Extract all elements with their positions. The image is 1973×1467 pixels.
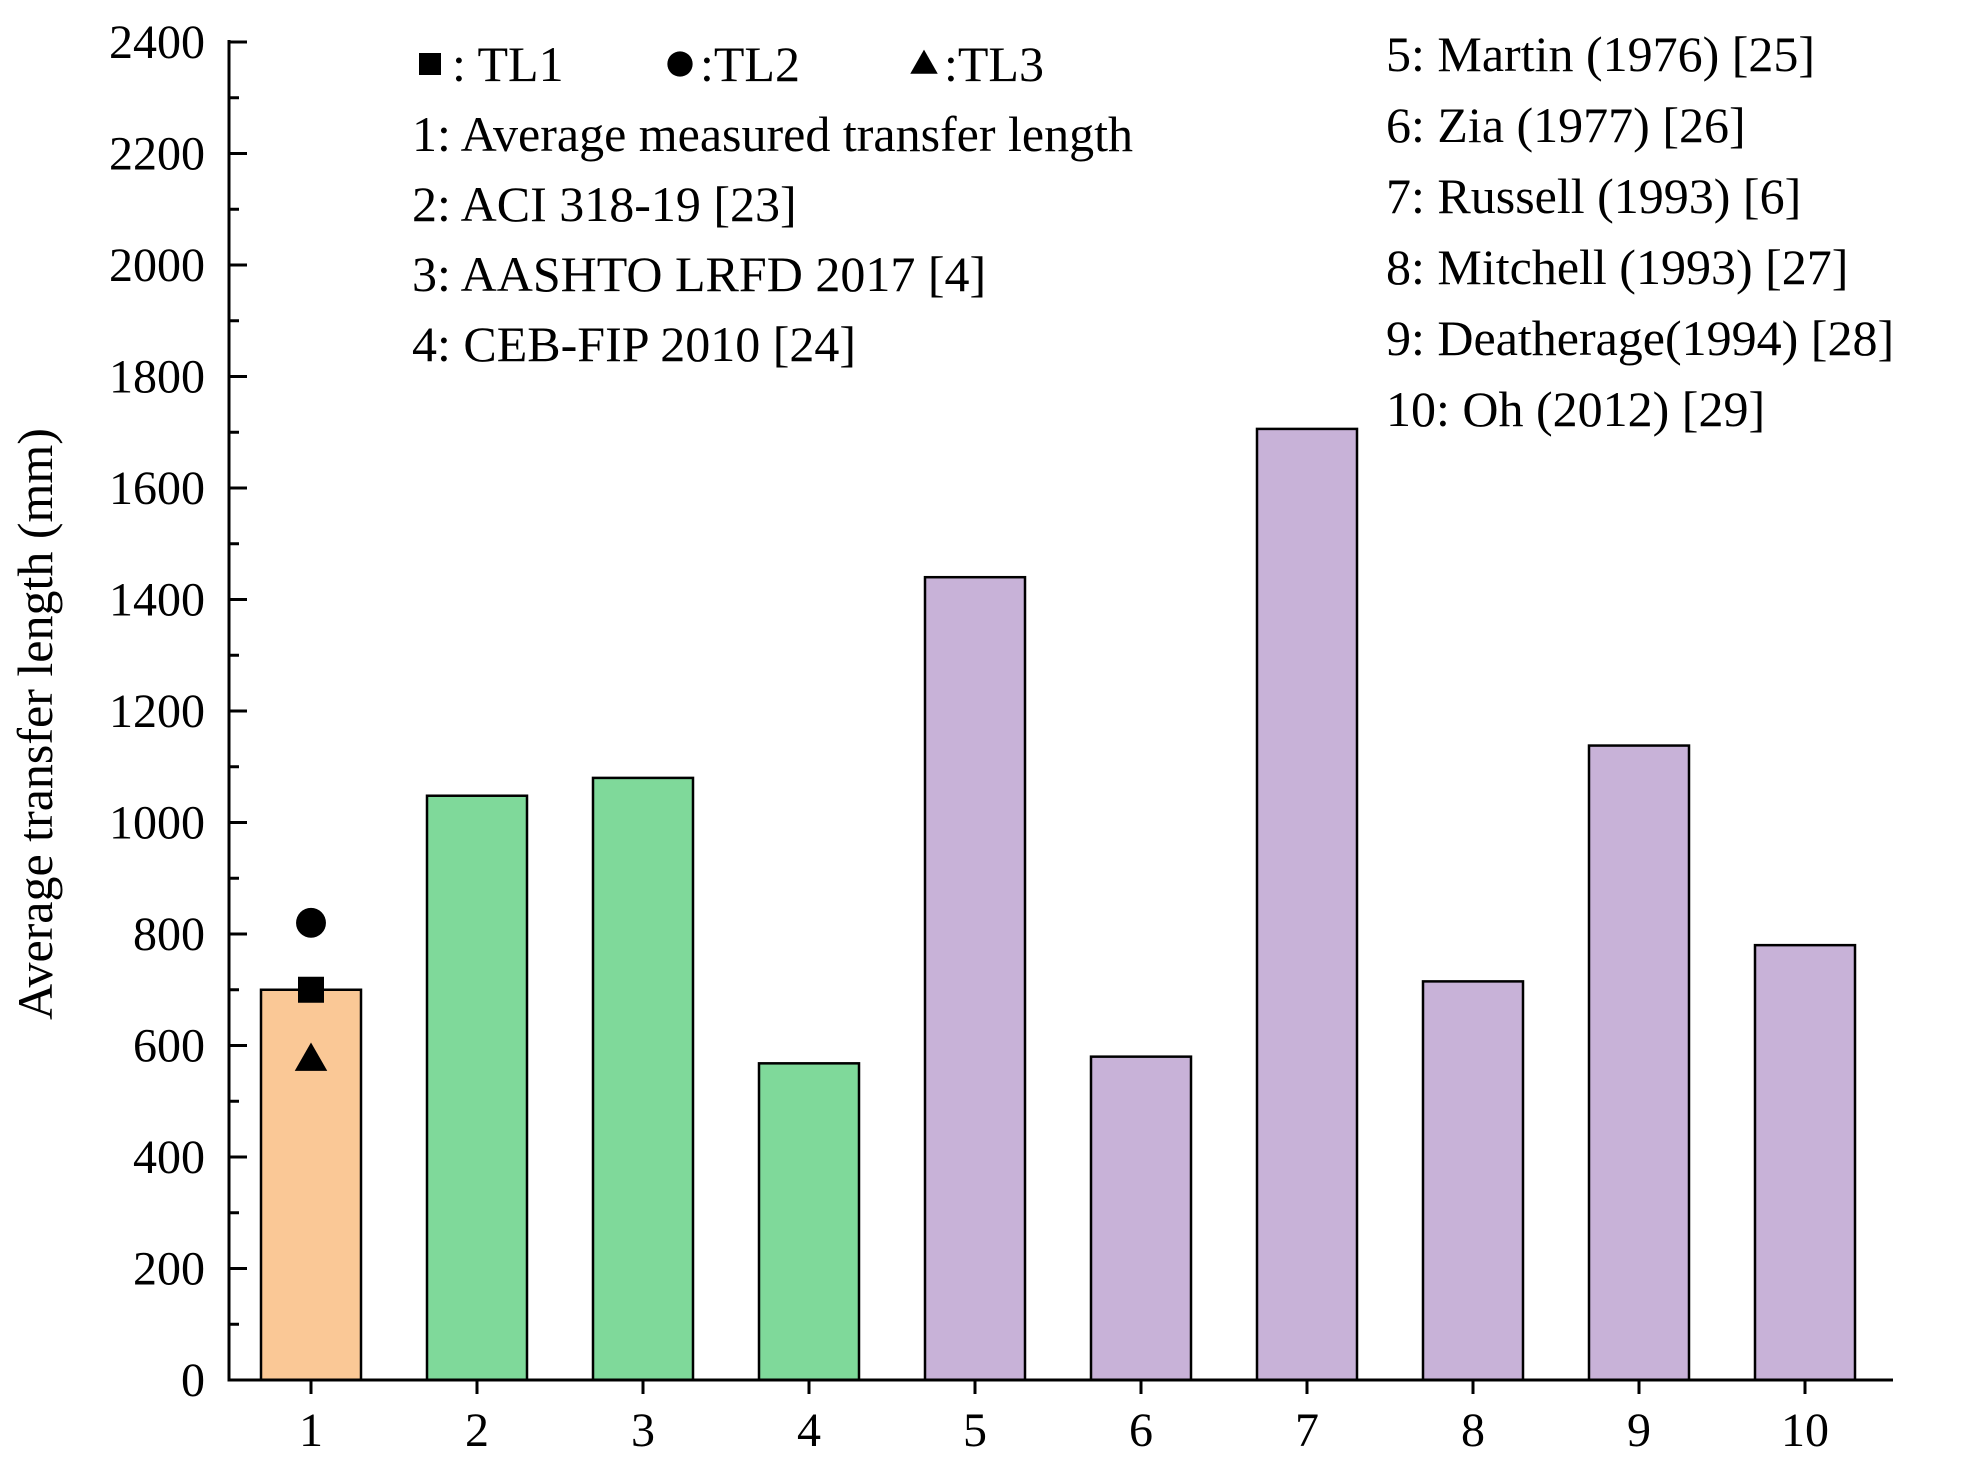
annotation-right-3: 7: Russell (1993) [6] xyxy=(1386,168,1801,224)
x-tick-label-1: 1 xyxy=(299,1404,323,1457)
y-axis-title: Average transfer length (mm) xyxy=(7,428,63,1020)
y-tick-label-1800: 1800 xyxy=(109,351,205,404)
y-tick-label-2200: 2200 xyxy=(109,128,205,181)
x-tick-label-9: 9 xyxy=(1627,1404,1651,1457)
x-tick-label-4: 4 xyxy=(797,1404,821,1457)
point-tl2 xyxy=(296,907,326,938)
point-tl3 xyxy=(294,1042,328,1071)
annotations-left: 1: Average measured transfer length 2: AC… xyxy=(412,106,1133,372)
annotation-right-6: 10: Oh (2012) [29] xyxy=(1386,381,1765,437)
point-tl1 xyxy=(298,976,324,1003)
annotation-left-3: 3: AASHTO LRFD 2017 [4] xyxy=(412,246,986,302)
annotation-right-4: 8: Mitchell (1993) [27] xyxy=(1386,239,1848,295)
annotation-right-1: 5: Martin (1976) [25] xyxy=(1386,26,1815,82)
bar-10 xyxy=(1753,943,1857,1382)
annotation-right-2: 6: Zia (1977) [26] xyxy=(1386,97,1746,153)
y-tick-label-2000: 2000 xyxy=(109,239,205,292)
y-tick-label-400: 400 xyxy=(133,1131,205,1184)
bar-8 xyxy=(1421,980,1525,1382)
x-tick-label-10: 10 xyxy=(1781,1404,1829,1457)
legend-label-1: : TL1 xyxy=(452,36,564,92)
x-tick-label-6: 6 xyxy=(1129,1404,1153,1457)
annotations-right: 5: Martin (1976) [25] 6: Zia (1977) [26] 7… xyxy=(1386,26,1894,437)
bar-2 xyxy=(425,794,529,1382)
y-tick-label-1200: 1200 xyxy=(109,685,205,738)
bar-3 xyxy=(591,776,695,1382)
y-tick-label-600: 600 xyxy=(133,1020,205,1073)
annotation-left-4: 4: CEB-FIP 2010 [24] xyxy=(412,316,856,372)
annotation-left-1: 1: Average measured transfer length xyxy=(412,106,1133,162)
bar-6 xyxy=(1089,1055,1193,1382)
legend-group: : TL1 :TL2 :TL3 xyxy=(419,36,1044,92)
legend-marker-circle xyxy=(667,51,693,77)
legend-label-3: :TL3 xyxy=(944,36,1044,92)
x-tick-label-7: 7 xyxy=(1295,1404,1319,1457)
x-tick-label-5: 5 xyxy=(963,1404,987,1457)
y-tick-label-0: 0 xyxy=(181,1354,205,1407)
y-tick-label-800: 800 xyxy=(133,908,205,961)
measured-points-group xyxy=(294,907,328,1071)
legend-marker-square xyxy=(419,53,441,75)
bar-9 xyxy=(1587,744,1691,1382)
bar-4 xyxy=(757,1062,861,1382)
legend-marker-triangle xyxy=(910,49,938,74)
y-tick-label-1400: 1400 xyxy=(109,574,205,627)
annotation-right-5: 9: Deatherage(1994) [28] xyxy=(1386,310,1894,366)
x-tick-label-8: 8 xyxy=(1461,1404,1485,1457)
x-tick-label-3: 3 xyxy=(631,1404,655,1457)
bar-5 xyxy=(923,575,1027,1382)
bars-group xyxy=(259,427,1857,1382)
legend-label-2: :TL2 xyxy=(700,36,800,92)
bar-7 xyxy=(1255,427,1359,1382)
y-tick-label-200: 200 xyxy=(133,1243,205,1296)
annotation-left-2: 2: ACI 318-19 [23] xyxy=(412,176,797,232)
y-tick-label-1600: 1600 xyxy=(109,462,205,515)
axes-group: 0 200 400 600 800 1000 1200 1400 1600 1800 2000 220… xyxy=(109,16,1893,1457)
x-tick-label-2: 2 xyxy=(465,1404,489,1457)
y-tick-label-1000: 1000 xyxy=(109,797,205,850)
y-tick-label-2400: 2400 xyxy=(109,16,205,69)
